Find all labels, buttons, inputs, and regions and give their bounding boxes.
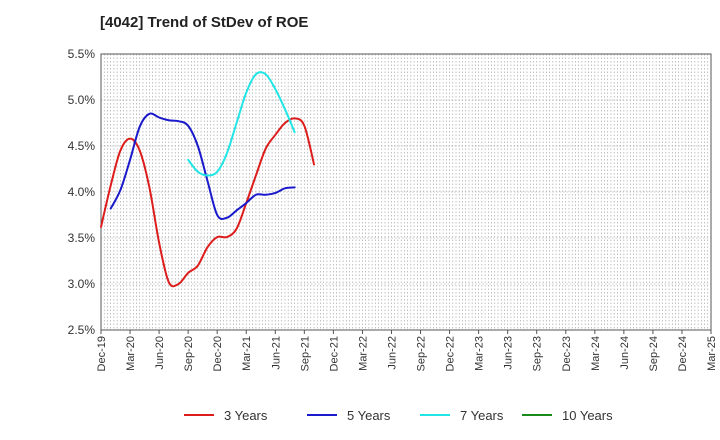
x-tick-label: Dec-21 [328,336,340,371]
series-line-3-years [100,117,316,288]
x-tick-label: Dec-23 [561,336,573,371]
legend-label-5-years: 5 Years [347,408,391,423]
y-tick-label: 4.5% [68,139,96,153]
axis-layer: 2.5% 3.0% 3.5% 4.0% 4.5% 5.0% 5.5% Dec-19 Mar-20… [68,47,718,371]
y-tick-label: 3.5% [68,231,96,245]
y-tick-label: 5.5% [68,47,96,61]
series-line-7-years [187,71,296,177]
grid-layer [101,53,711,331]
plot-border [100,53,712,331]
x-tick-label: Mar-25 [706,336,718,371]
series-layer [100,71,316,288]
x-tick-label: Jun-20 [154,336,166,370]
x-tick-label: Jun-24 [619,336,631,370]
x-tick-label: Mar-24 [590,336,602,371]
chart-title: [4042] Trend of StDev of ROE [100,14,309,31]
x-tick-label: Sep-24 [648,336,660,371]
x-tick-label: Mar-20 [125,336,137,371]
y-tick-label: 2.5% [68,323,96,337]
x-tick-label: Mar-21 [241,336,253,371]
legend-label-3-years: 3 Years [224,408,268,423]
x-tick-label: Dec-19 [96,336,108,371]
x-tick-label: Mar-22 [357,336,369,371]
x-tick-label: Mar-23 [474,336,486,371]
x-tick-label: Jun-23 [503,336,515,370]
x-tick-label: Sep-21 [299,336,311,371]
x-tick-label: Dec-24 [677,336,689,371]
x-tick-label: Dec-22 [445,336,457,371]
series-line-5-years [109,112,296,220]
x-tick-label: Sep-23 [532,336,544,371]
y-tick-label: 3.0% [68,277,96,291]
legend: 3 Years 5 Years 7 Years 10 Years [184,408,613,423]
x-tick-label: Dec-20 [212,336,224,371]
y-tick-label: 4.0% [68,185,96,199]
y-tick-label: 5.0% [68,93,96,107]
legend-label-10-years: 10 Years [562,408,613,423]
x-tick-label: Sep-22 [416,336,428,371]
x-tick-label: Jun-22 [386,336,398,370]
legend-label-7-years: 7 Years [460,408,504,423]
x-tick-label: Jun-21 [270,336,282,370]
x-tick-label: Sep-20 [183,336,195,371]
